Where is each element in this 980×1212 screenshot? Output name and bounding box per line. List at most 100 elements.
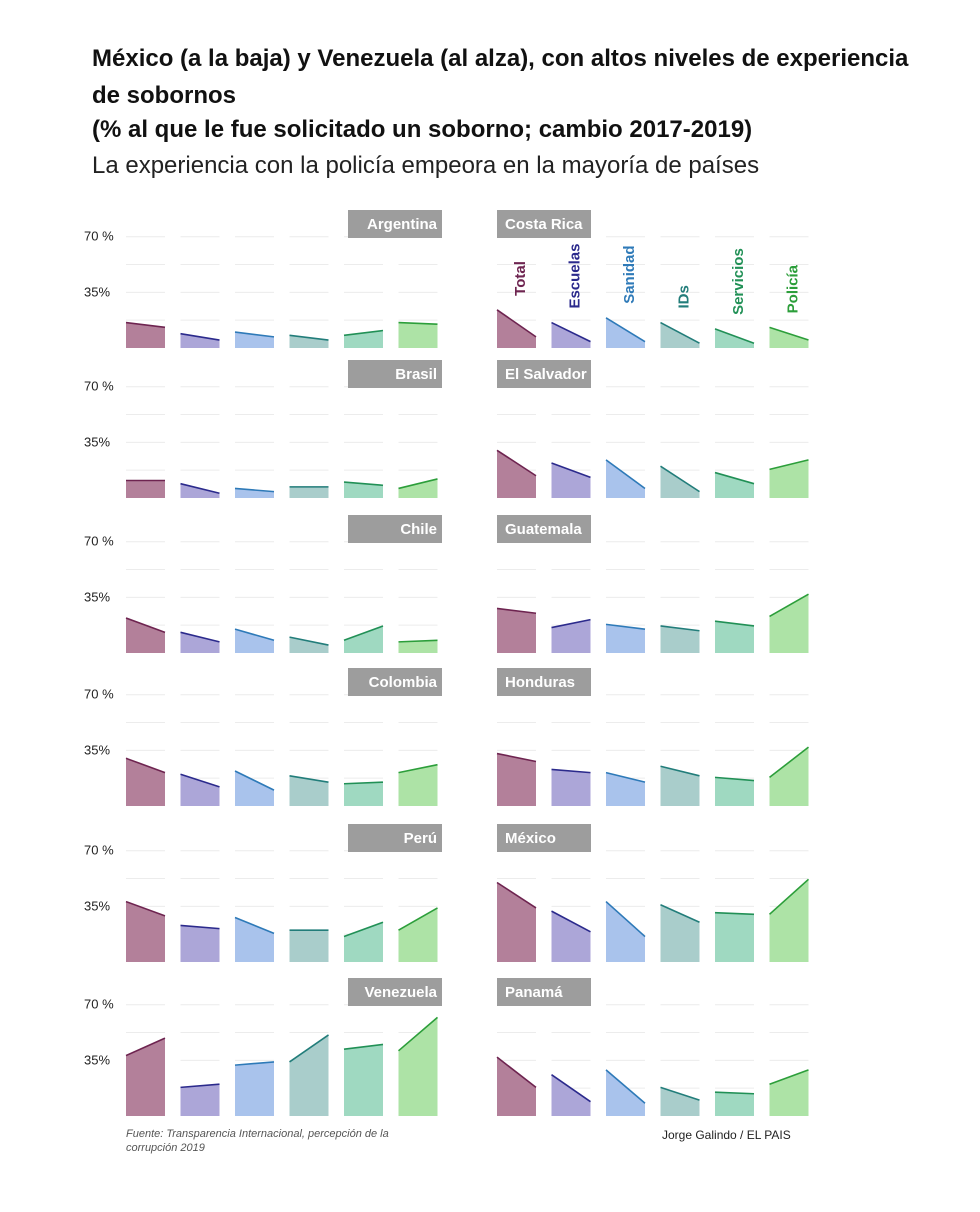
area-policia: [398, 1017, 438, 1116]
line-escuelas: [551, 768, 591, 774]
country-label: Costa Rica: [505, 216, 583, 233]
area-policia: [398, 478, 438, 498]
line-policia: [769, 746, 809, 779]
line-escuelas: [551, 1074, 591, 1103]
line-ids: [660, 625, 700, 632]
area-escuelas: [551, 463, 591, 498]
area-total: [126, 758, 165, 806]
line-servicios: [714, 471, 755, 485]
y-tick-label: 35%: [84, 589, 110, 604]
area-sanidad: [606, 317, 645, 348]
area-escuelas: [180, 333, 220, 348]
y-tick-label: 35%: [84, 1052, 110, 1067]
y-tick-label: 35%: [84, 284, 110, 299]
line-policia: [769, 326, 809, 341]
y-tick-label: 70 %: [84, 843, 114, 858]
country-label-box: [497, 824, 591, 852]
area-ids: [660, 904, 700, 962]
panel-honduras: Honduras: [496, 668, 809, 806]
source-note: Fuente: Transparencia Internacional, per…: [126, 1128, 389, 1154]
country-label-box: [348, 360, 442, 388]
country-label-box: [497, 210, 591, 238]
line-escuelas: [180, 332, 220, 341]
area-escuelas: [551, 769, 591, 806]
line-policia: [769, 593, 809, 618]
country-label-box: [348, 668, 442, 696]
line-policia: [398, 321, 438, 325]
line-policia: [398, 639, 438, 643]
line-sanidad: [234, 628, 275, 642]
panel-colombia: 70 % 35% Colombia: [84, 668, 442, 806]
country-label-box: [497, 668, 591, 696]
area-sanidad: [235, 629, 274, 653]
line-policia: [768, 878, 810, 915]
area-sanidad: [235, 917, 274, 962]
panel-costa-rica: Costa Rica Total Escuelas Sanidad IDs Servici…: [496, 210, 809, 348]
area-policia: [769, 879, 809, 962]
area-sanidad: [235, 488, 274, 498]
area-sanidad: [606, 459, 645, 498]
line-servicios: [343, 625, 384, 642]
area-ids: [660, 766, 700, 806]
y-tick-label: 35%: [84, 898, 110, 913]
line-total: [125, 757, 166, 774]
line-sanidad: [605, 1069, 646, 1104]
country-label-box: [497, 360, 591, 388]
area-escuelas: [180, 632, 220, 653]
area-total: [126, 1038, 165, 1116]
area-total: [497, 1057, 536, 1116]
line-servicios: [343, 481, 384, 487]
line-total: [125, 900, 166, 917]
area-ids: [660, 625, 700, 653]
line-policia: [398, 763, 438, 774]
line-escuelas: [180, 482, 220, 495]
line-ids: [289, 334, 329, 341]
area-servicios: [715, 621, 754, 653]
country-label: Guatemala: [505, 521, 582, 538]
area-policia: [398, 322, 438, 348]
chart-title: México (a la baja) y Venezuela (al alza)…: [92, 45, 909, 109]
line-escuelas: [551, 910, 591, 933]
country-label: Chile: [400, 521, 437, 538]
area-policia: [769, 327, 809, 348]
line-servicios: [714, 620, 755, 627]
area-total: [497, 450, 536, 498]
line-escuelas: [180, 1083, 220, 1089]
area-sanidad: [606, 1069, 645, 1116]
area-sanidad: [606, 772, 645, 806]
line-sanidad: [605, 771, 646, 783]
area-policia: [769, 594, 809, 653]
country-label: Argentina: [367, 216, 438, 233]
panel-mexico: México: [496, 824, 810, 962]
area-escuelas: [551, 619, 591, 653]
area-sanidad: [235, 771, 274, 806]
line-total: [496, 607, 537, 615]
panel-peru: 70 % 35% Perú: [84, 824, 442, 962]
area-policia: [398, 907, 438, 962]
area-ids: [660, 1087, 700, 1116]
area-sanidad: [606, 624, 645, 653]
country-label: Honduras: [505, 674, 575, 691]
line-ids: [660, 1086, 700, 1101]
area-servicios: [344, 482, 383, 498]
panel-venezuela: 70 % 35% Venezuela: [84, 978, 442, 1116]
panel-panama: Panamá: [496, 978, 809, 1116]
area-servicios: [715, 1092, 754, 1116]
country-label-box: [497, 515, 591, 543]
panel-brasil: 70 % 35% Brasil: [84, 360, 442, 498]
category-label-ids: IDs: [676, 285, 693, 308]
area-policia: [398, 640, 438, 653]
line-sanidad: [234, 331, 275, 338]
area-escuelas: [551, 1074, 591, 1116]
country-label-box: [348, 515, 442, 543]
area-total: [126, 480, 165, 498]
line-servicios: [714, 776, 755, 782]
area-servicios: [715, 912, 754, 962]
area-policia: [398, 764, 438, 806]
area-policia: [769, 747, 809, 806]
line-servicios: [343, 921, 384, 938]
line-sanidad: [234, 770, 275, 791]
area-escuelas: [180, 774, 220, 806]
line-total: [125, 321, 166, 329]
area-ids: [660, 322, 700, 348]
